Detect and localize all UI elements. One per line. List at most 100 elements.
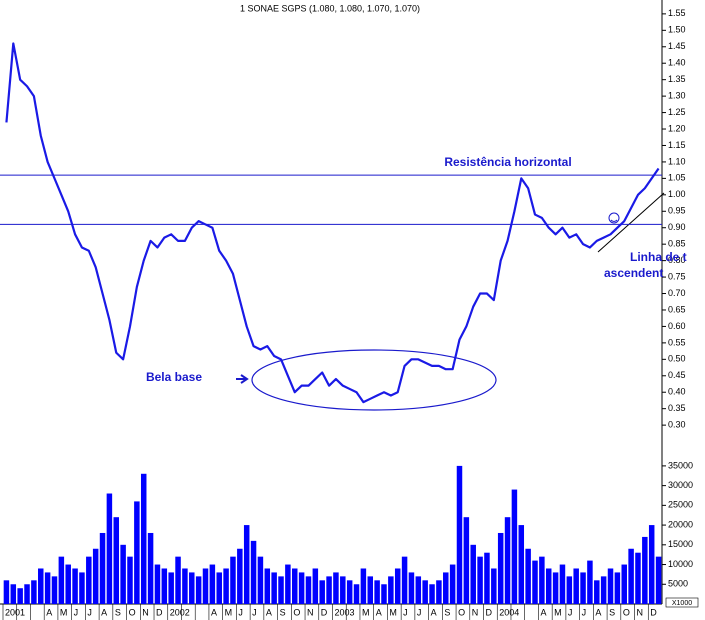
price-line	[5, 42, 660, 404]
smiley-mouth	[610, 219, 618, 222]
volume-bar	[621, 564, 627, 604]
annotation: ascendent	[604, 266, 663, 280]
volume-bar	[594, 580, 600, 604]
y-tick-label: 1.50	[668, 25, 686, 35]
x-tick-label: J	[252, 607, 257, 617]
volume-bar	[504, 517, 511, 604]
x-tick-label: D	[486, 607, 493, 617]
volume-bar	[24, 584, 30, 604]
y-tick-label: 1.55	[668, 8, 686, 18]
volume-bar	[360, 568, 367, 604]
volume-bar	[271, 572, 277, 604]
x-tick-label: M	[389, 607, 397, 617]
volume-bar	[243, 525, 250, 604]
y2-tick-label: 20000	[668, 519, 693, 529]
volume-bar	[497, 532, 504, 604]
chart-title: 1 SONAE SGPS (1.080, 1.080, 1.070, 1.070…	[240, 3, 420, 13]
volume-bar	[326, 576, 332, 604]
y-tick-label: 0.60	[668, 321, 686, 331]
x-tick-label: A	[211, 607, 217, 617]
smiley	[608, 212, 620, 224]
volume-bar	[298, 572, 305, 604]
y-tick-label: 1.20	[668, 123, 686, 133]
arrow	[236, 374, 249, 384]
volume-bar	[607, 568, 614, 604]
y-tick-label: 0.80	[668, 255, 686, 265]
x-tick-label: N	[637, 607, 644, 617]
trend-line	[597, 192, 665, 253]
x-tick-label: A	[540, 607, 546, 617]
x-tick-label: J	[74, 607, 79, 617]
volume-unit: X1000	[672, 600, 692, 607]
y-tick-label: 1.00	[668, 189, 686, 199]
y-tick-label: 0.40	[668, 387, 686, 397]
y-tick-label: 0.45	[668, 370, 686, 380]
volume-bar	[99, 532, 106, 604]
volume-bar	[86, 556, 92, 604]
x-tick-label: A	[266, 607, 272, 617]
x-tick-label: 2001	[5, 607, 25, 617]
y2-tick-label: 5000	[668, 579, 688, 589]
y2-tick-label: 10000	[668, 559, 693, 569]
x-tick-label: A	[431, 607, 437, 617]
volume-bar	[134, 501, 140, 604]
volume-bar	[72, 568, 78, 604]
y-tick-label: 1.25	[668, 107, 686, 117]
volume-bar	[340, 576, 346, 604]
volume-bar	[264, 568, 271, 604]
volume-bar	[278, 576, 284, 604]
volume-bar	[92, 548, 99, 604]
volume-bar	[209, 564, 216, 604]
volume-bar	[491, 568, 497, 604]
volume-bar	[65, 564, 71, 604]
y2-tick-label: 35000	[668, 460, 693, 470]
volume-bar	[285, 564, 291, 604]
volume-bar	[470, 544, 476, 604]
volume-bar	[401, 556, 408, 604]
volume-bar	[195, 576, 202, 604]
volume-bar	[511, 489, 518, 604]
volume-bar	[635, 552, 641, 604]
annotation: Resistência horizontal	[444, 155, 571, 169]
volume-bar	[147, 532, 154, 604]
volume-bar	[477, 556, 483, 604]
volume-bar	[600, 576, 607, 604]
volume-bar	[463, 517, 470, 604]
volume-bar	[237, 548, 243, 604]
volume-bar	[422, 580, 428, 604]
x-tick-label: J	[238, 607, 243, 617]
base-ellipse	[251, 349, 497, 411]
y-tick-label: 0.75	[668, 271, 686, 281]
volume-bar	[429, 584, 435, 604]
x-tick-label: O	[623, 607, 630, 617]
y-tick-label: 1.45	[668, 41, 686, 51]
x-tick-label: A	[46, 607, 52, 617]
x-tick-label: 2003	[335, 607, 355, 617]
x-tick-label: D	[156, 607, 163, 617]
volume-bar	[305, 576, 312, 604]
volume-bar	[456, 465, 463, 604]
volume-bar	[614, 572, 621, 604]
x-tick-label: J	[87, 607, 92, 617]
volume-bar	[58, 556, 65, 604]
x-tick-label: 2002	[170, 607, 190, 617]
volume-bar	[552, 572, 559, 604]
x-tick-label: O	[458, 607, 465, 617]
x-tick-label: D	[650, 607, 657, 617]
y2-tick-label: 30000	[668, 480, 693, 490]
volume-bar	[374, 580, 380, 604]
volume-bar	[333, 572, 339, 604]
y-tick-label: 0.70	[668, 288, 686, 298]
x-tick-label: A	[595, 607, 601, 617]
unit-box	[665, 597, 699, 608]
x-tick-label: S	[609, 607, 615, 617]
volume-bar	[250, 540, 257, 604]
volume-bar	[257, 556, 264, 604]
volume-bar	[31, 580, 37, 604]
annotation: Linha de t	[630, 250, 687, 264]
x-tick-label: M	[554, 607, 562, 617]
x-tick-label: J	[568, 607, 573, 617]
volume-bar	[51, 576, 58, 604]
volume-bar	[394, 568, 401, 604]
